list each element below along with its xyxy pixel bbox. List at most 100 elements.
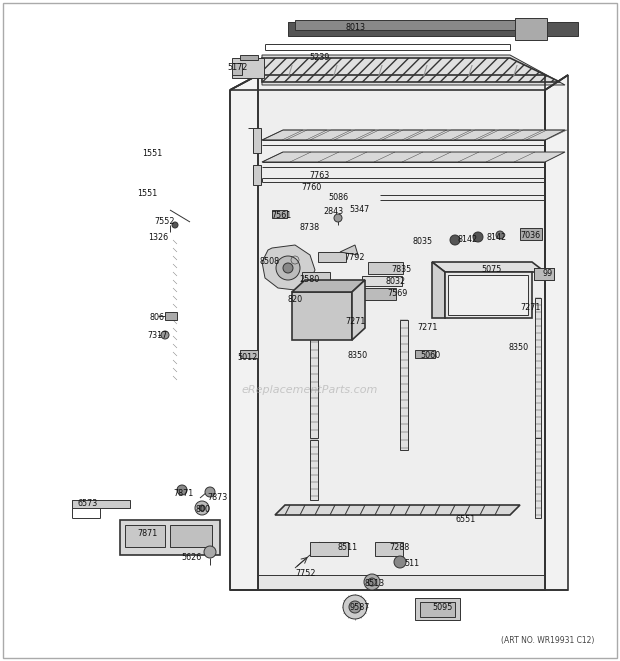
- Bar: [515, 18, 547, 40]
- Text: 99: 99: [543, 270, 553, 278]
- Bar: [295, 20, 515, 30]
- Bar: [165, 312, 177, 320]
- Text: 5060: 5060: [420, 352, 440, 360]
- Text: /: /: [288, 63, 292, 77]
- Text: 7271: 7271: [418, 323, 438, 332]
- Bar: [415, 598, 460, 620]
- Text: 9587: 9587: [350, 603, 370, 613]
- Polygon shape: [230, 75, 258, 590]
- Circle shape: [172, 222, 178, 228]
- Circle shape: [450, 235, 460, 245]
- Circle shape: [276, 256, 300, 280]
- Text: 8035: 8035: [413, 237, 433, 247]
- Text: 7763: 7763: [310, 171, 330, 180]
- Text: 7552: 7552: [155, 217, 175, 227]
- Bar: [232, 58, 264, 78]
- Bar: [232, 63, 242, 75]
- Text: 5347: 5347: [350, 206, 370, 215]
- Bar: [535, 298, 541, 438]
- Polygon shape: [292, 280, 365, 292]
- Text: 806: 806: [149, 313, 164, 323]
- Text: /: /: [333, 63, 337, 77]
- Bar: [310, 542, 348, 556]
- Circle shape: [473, 232, 483, 242]
- Polygon shape: [262, 152, 565, 162]
- Text: 7036: 7036: [520, 231, 540, 241]
- Text: 1551: 1551: [142, 149, 162, 157]
- Circle shape: [177, 485, 187, 495]
- Text: (ART NO. WR19931 C12): (ART NO. WR19931 C12): [502, 635, 595, 644]
- Bar: [362, 276, 402, 286]
- Text: 5239: 5239: [310, 54, 330, 63]
- Circle shape: [195, 501, 209, 515]
- Bar: [240, 55, 258, 60]
- Bar: [292, 292, 352, 340]
- Bar: [302, 272, 330, 290]
- Polygon shape: [275, 505, 520, 515]
- Bar: [253, 165, 261, 185]
- Text: 2580: 2580: [300, 276, 320, 284]
- Text: 8013: 8013: [345, 24, 365, 32]
- Bar: [358, 288, 396, 300]
- Bar: [545, 90, 568, 590]
- Polygon shape: [432, 262, 445, 318]
- Text: eReplacementParts.com: eReplacementParts.com: [242, 385, 378, 395]
- Circle shape: [334, 214, 342, 222]
- Text: 7873: 7873: [208, 492, 228, 502]
- Text: 7317: 7317: [148, 332, 168, 340]
- Polygon shape: [445, 272, 532, 318]
- Text: 5075: 5075: [482, 266, 502, 274]
- Text: 1551: 1551: [137, 188, 157, 198]
- Text: 7271: 7271: [346, 317, 366, 327]
- Text: 8350: 8350: [509, 342, 529, 352]
- Text: 7561: 7561: [272, 210, 292, 219]
- Bar: [310, 440, 318, 500]
- Polygon shape: [262, 55, 565, 85]
- Circle shape: [496, 231, 504, 239]
- Circle shape: [343, 595, 367, 619]
- Circle shape: [349, 601, 361, 613]
- Circle shape: [368, 578, 376, 586]
- Text: 820: 820: [288, 295, 303, 305]
- Bar: [288, 22, 578, 36]
- Bar: [272, 210, 287, 218]
- Text: /: /: [467, 63, 472, 77]
- Bar: [415, 350, 435, 358]
- Circle shape: [283, 263, 293, 273]
- Text: 1326: 1326: [148, 233, 168, 243]
- Polygon shape: [72, 500, 130, 508]
- Bar: [310, 318, 318, 438]
- Polygon shape: [448, 275, 528, 315]
- Text: 7871: 7871: [173, 488, 193, 498]
- Text: /: /: [378, 63, 383, 77]
- Text: 2843: 2843: [323, 206, 343, 215]
- Bar: [375, 542, 403, 556]
- Bar: [258, 75, 545, 575]
- Text: 7752: 7752: [296, 568, 316, 578]
- Bar: [534, 268, 554, 280]
- Text: 8350: 8350: [348, 352, 368, 360]
- Text: 5086: 5086: [328, 194, 348, 202]
- Polygon shape: [262, 130, 565, 140]
- Polygon shape: [262, 245, 315, 290]
- Circle shape: [205, 487, 215, 497]
- Text: 8142: 8142: [487, 233, 507, 241]
- Text: 511: 511: [404, 559, 420, 568]
- Text: 800: 800: [195, 506, 211, 514]
- Text: 7760: 7760: [302, 184, 322, 192]
- Text: 5012: 5012: [238, 354, 258, 362]
- Bar: [240, 350, 258, 358]
- Circle shape: [364, 574, 380, 590]
- Text: 7835: 7835: [391, 266, 411, 274]
- Bar: [535, 438, 541, 518]
- Text: 5172: 5172: [228, 63, 248, 73]
- Bar: [400, 320, 408, 450]
- Bar: [170, 525, 212, 547]
- Polygon shape: [545, 75, 568, 590]
- Text: 8511: 8511: [338, 543, 358, 553]
- Polygon shape: [258, 575, 545, 590]
- Circle shape: [204, 546, 216, 558]
- Text: 7871: 7871: [138, 529, 158, 539]
- Text: 7271: 7271: [521, 303, 541, 313]
- Text: 6573: 6573: [78, 500, 98, 508]
